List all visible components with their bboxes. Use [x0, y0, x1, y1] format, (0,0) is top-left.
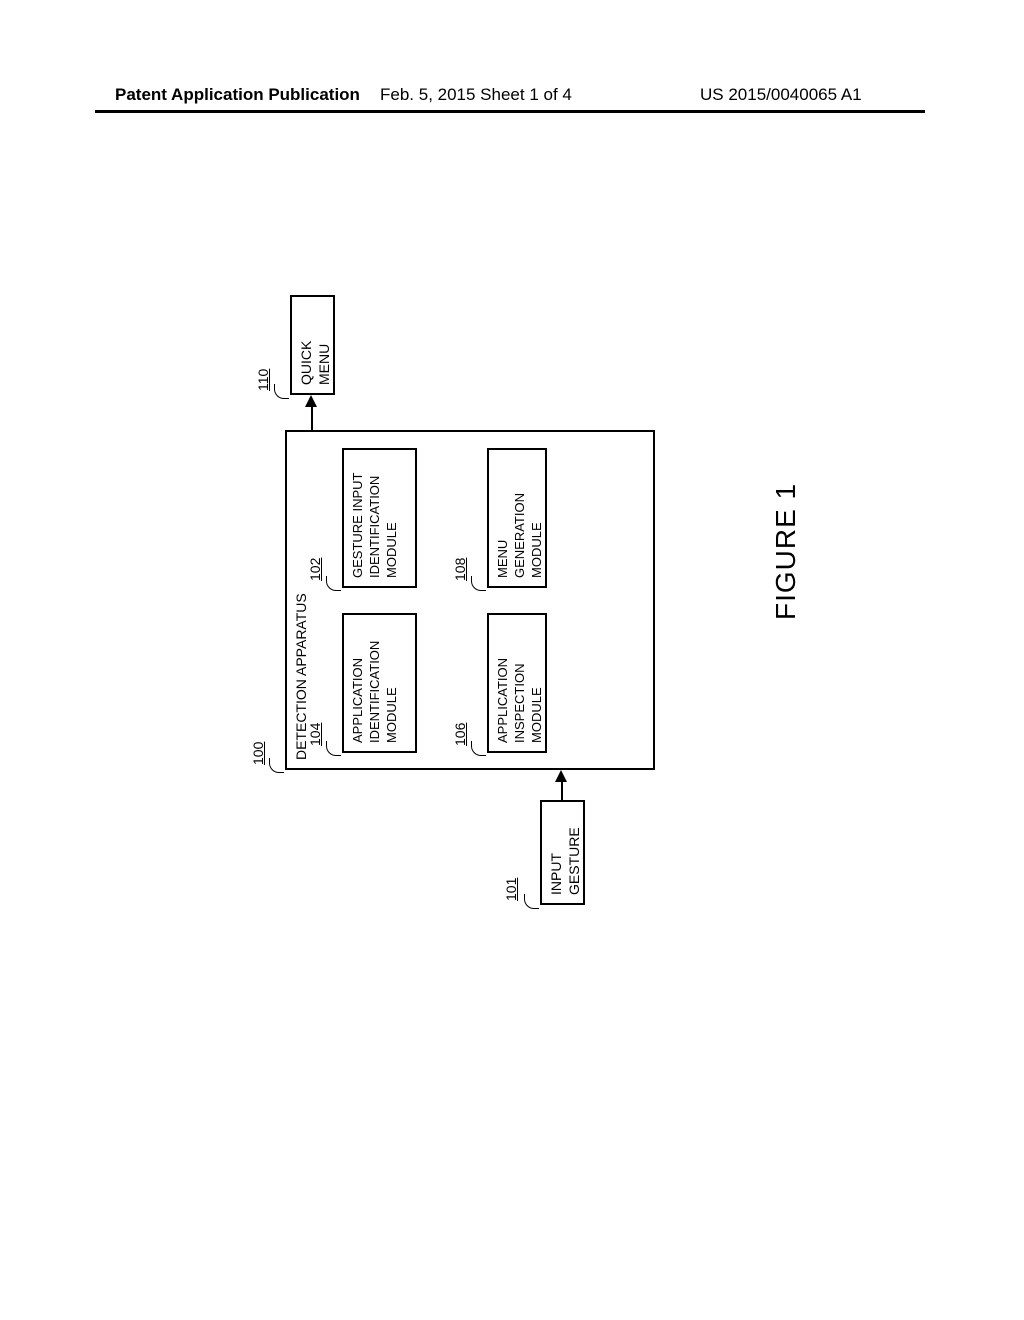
- diagram-area: INPUT GESTURE 101 DETECTION APPARATUS AP…: [25, 295, 855, 915]
- ref-label-110: 110: [255, 369, 271, 391]
- arrow-input-to-detection: [561, 780, 563, 800]
- figure-label: FIGURE 1: [770, 483, 802, 620]
- input-gesture-label: INPUT GESTURE: [548, 810, 583, 895]
- ref-label-102: 102: [307, 558, 325, 581]
- app-id-module-label: APPLICATION IDENTIFICATION MODULE: [350, 641, 399, 743]
- ref-label-104: 104: [307, 723, 325, 746]
- gesture-input-module-label: GESTURE INPUT IDENTIFICATION MODULE: [350, 473, 399, 578]
- gesture-input-module-box: GESTURE INPUT IDENTIFICATION MODULE: [342, 448, 417, 588]
- ref-hook-108: [471, 576, 486, 591]
- header-left-text: Patent Application Publication: [115, 85, 360, 105]
- ref-hook-101: [524, 894, 539, 909]
- menu-gen-module-label: MENU GENERATION MODULE: [495, 493, 544, 578]
- ref-hook-110: [274, 384, 289, 399]
- ref-hook-102: [326, 576, 341, 591]
- ref-hook-100: [269, 758, 284, 773]
- detection-apparatus-box: DETECTION APPARATUS APPLICATION IDENTIFI…: [285, 430, 655, 770]
- ref-label-106: 106: [452, 723, 470, 746]
- ref-hook-106: [471, 741, 486, 756]
- ref-label-100: 100: [250, 742, 266, 765]
- menu-gen-module-box: MENU GENERATION MODULE: [487, 448, 547, 588]
- arrow-head-input-to-detection: [555, 770, 567, 782]
- header-rule: [95, 110, 925, 113]
- app-inspect-module-label: APPLICATION INSPECTION MODULE: [495, 658, 544, 743]
- ref-hook-104: [326, 741, 341, 756]
- app-id-module-box: APPLICATION IDENTIFICATION MODULE: [342, 613, 417, 753]
- header-right-text: US 2015/0040065 A1: [700, 85, 862, 105]
- quick-menu-box: QUICK MENU: [290, 295, 335, 395]
- ref-label-108: 108: [452, 558, 470, 581]
- header-center-text: Feb. 5, 2015 Sheet 1 of 4: [380, 85, 572, 105]
- ref-label-101: 101: [503, 878, 519, 901]
- arrow-detection-to-quickmenu: [311, 405, 313, 430]
- app-inspect-module-box: APPLICATION INSPECTION MODULE: [487, 613, 547, 753]
- arrow-head-detection-to-quickmenu: [305, 395, 317, 407]
- input-gesture-box: INPUT GESTURE: [540, 800, 585, 905]
- quick-menu-label: QUICK MENU: [298, 305, 333, 385]
